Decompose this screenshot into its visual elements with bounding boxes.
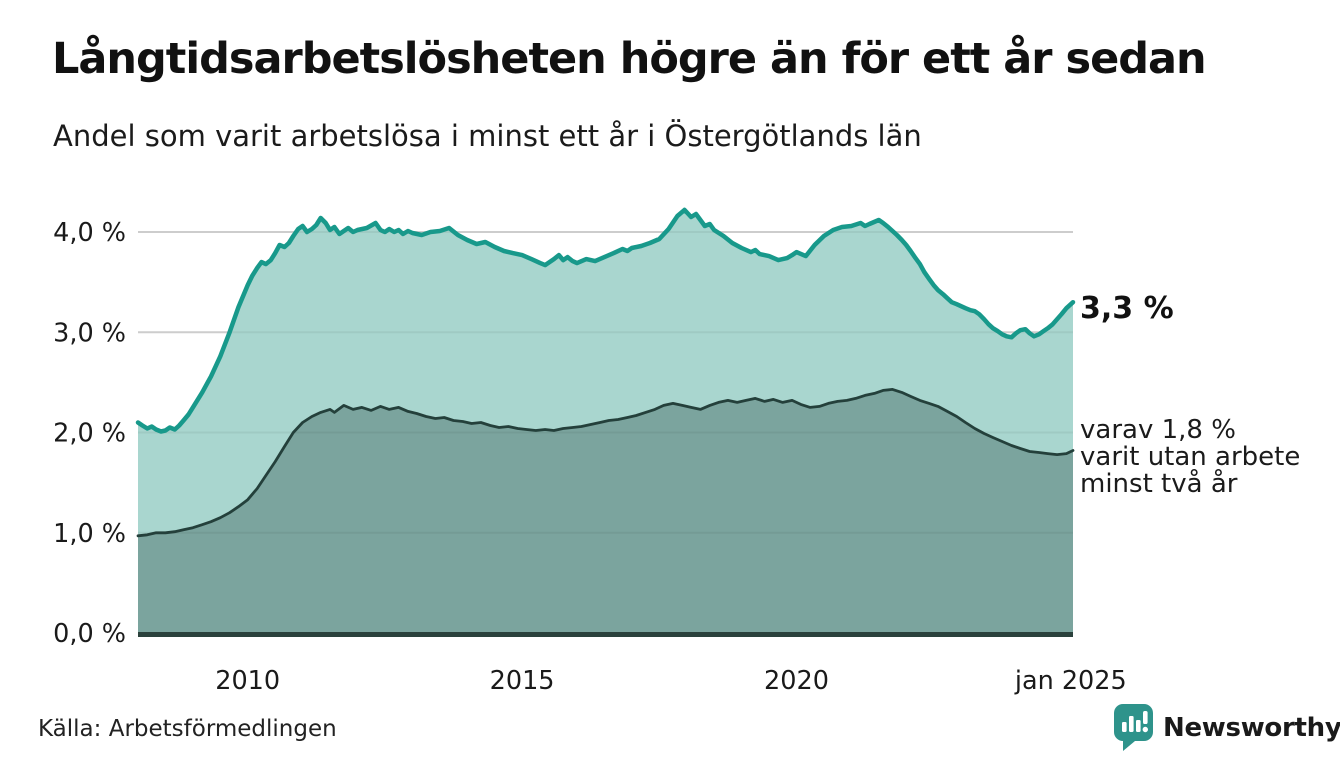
y-axis-tick-label: 3,0 %	[53, 318, 126, 348]
y-axis-tick-label: 1,0 %	[53, 519, 126, 549]
source-note: Källa: Arbetsförmedlingen	[38, 716, 337, 742]
newsworthy-wordmark: Newsworthy	[1163, 712, 1340, 743]
x-axis-tick-label: jan 2025	[1014, 666, 1127, 696]
secondary-annotation-line: varav 1,8 %	[1080, 415, 1236, 445]
y-axis-tick-label: 2,0 %	[53, 419, 126, 449]
y-axis-tick-label: 0,0 %	[53, 619, 126, 649]
y-axis-tick-label: 4,0 %	[53, 218, 126, 248]
end-value-label: 3,3 %	[1080, 291, 1174, 326]
secondary-annotation-line: minst två år	[1080, 469, 1238, 499]
newsworthy-logo[interactable]: Newsworthy	[1113, 703, 1340, 752]
secondary-annotation: varav 1,8 % varit utan arbete minst två …	[1080, 417, 1300, 498]
chart-subtitle: Andel som varit arbetslösa i minst ett å…	[53, 119, 922, 153]
x-axis-tick-label: 2015	[490, 666, 555, 696]
series-line-0	[135, 207, 1076, 434]
series-line-1	[136, 388, 1075, 538]
newsworthy-bubble-barchart-icon	[1113, 703, 1154, 752]
x-axis-tick-label: 2010	[215, 666, 280, 696]
series-area-1	[138, 389, 1073, 633]
x-axis-tick-label: 2020	[764, 666, 829, 696]
chart-title: Långtidsarbetslösheten högre än för ett …	[52, 34, 1207, 84]
secondary-annotation-line: varit utan arbete	[1080, 442, 1301, 472]
